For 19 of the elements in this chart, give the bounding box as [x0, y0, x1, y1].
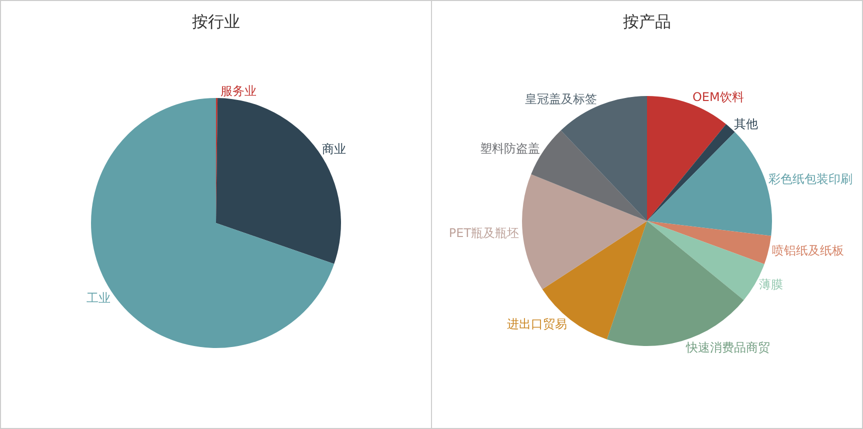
slice-label: PET瓶及瓶坯	[448, 226, 520, 240]
slice-label: 薄膜	[759, 278, 784, 292]
slice-label: 塑料防盗盖	[480, 142, 540, 156]
pie-slice	[647, 124, 735, 221]
pie-slice	[542, 221, 647, 340]
slice-label: 其他	[734, 117, 758, 132]
pie-slice	[522, 174, 647, 290]
chart-title: 按产品	[623, 12, 671, 32]
slice-label: 服务业	[220, 84, 256, 98]
slice-label: 彩色纸包装印刷	[768, 172, 853, 186]
slice-label: 商业	[322, 142, 346, 156]
chart-title: 按行业	[192, 12, 240, 32]
slice-label: 喷铝纸及纸板	[772, 244, 844, 258]
slice-label: 工业	[86, 290, 111, 305]
slice-label: 快速消费品商贸	[684, 340, 770, 355]
slice-label: 进出口贸易	[506, 317, 567, 332]
slice-label: 皇冠盖及标签	[525, 92, 598, 106]
slice-label: OEM饮料	[692, 90, 744, 104]
pie-slice	[647, 221, 772, 264]
